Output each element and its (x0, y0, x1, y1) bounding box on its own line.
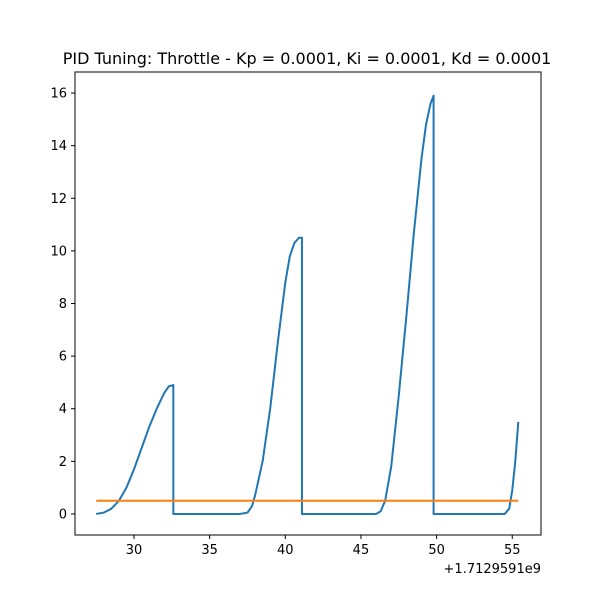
plot-area (96, 94, 520, 515)
y-tick-label: 4 (59, 402, 67, 417)
y-tick-label: 10 (50, 244, 67, 259)
x-tick-label: 40 (277, 543, 294, 558)
x-tick-label: 50 (428, 543, 445, 558)
x-tick-label: 45 (353, 543, 370, 558)
x-offset-label: +1.7129591e9 (444, 562, 541, 577)
chart-title: PID Tuning: Throttle - Kp = 0.0001, Ki =… (63, 49, 552, 68)
y-tick-label: 8 (59, 297, 67, 312)
y-axis: 0 2 4 6 8 10 12 14 16 (50, 87, 75, 522)
axes-frame (74, 71, 542, 536)
series-line-1 (96, 94, 520, 515)
y-tick-label: 16 (50, 87, 67, 102)
y-tick-label: 14 (50, 139, 67, 154)
x-tick-label: 35 (201, 543, 218, 558)
y-tick-label: 12 (50, 192, 67, 207)
y-tick-label: 0 (59, 507, 67, 522)
x-tick-label: 30 (126, 543, 143, 558)
x-axis: 30 35 40 45 50 55 (126, 535, 521, 558)
y-tick-label: 6 (59, 350, 67, 365)
y-tick-label: 2 (59, 455, 67, 470)
x-tick-label: 55 (504, 543, 521, 558)
